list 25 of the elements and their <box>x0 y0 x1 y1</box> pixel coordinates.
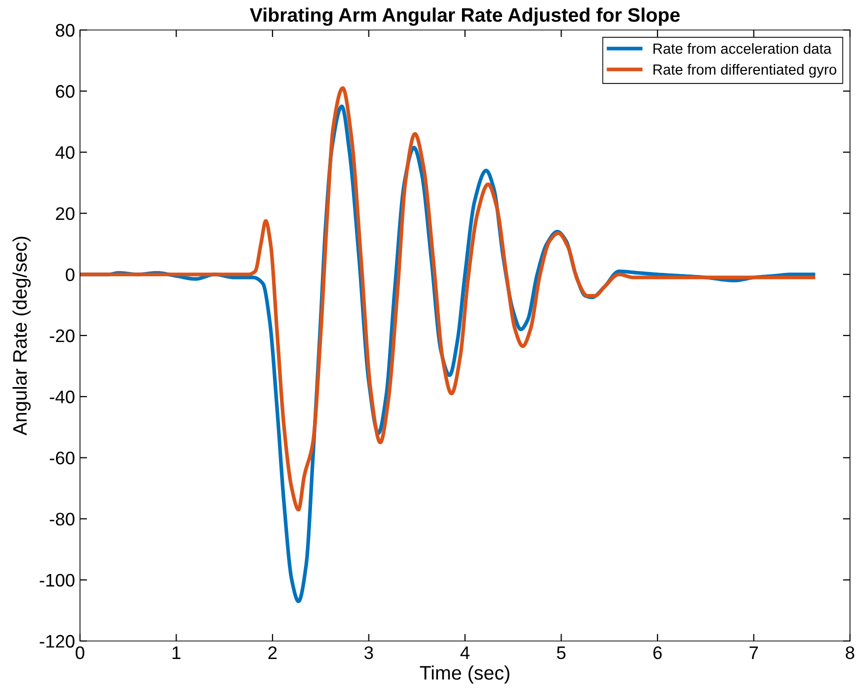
x-tick-label: 3 <box>364 646 373 660</box>
y-tick-label: -80 <box>50 512 74 526</box>
x-tick-label: 4 <box>460 646 470 659</box>
y-tick-label: -120 <box>40 634 74 648</box>
y-tick-label: -40 <box>50 390 74 404</box>
y-tick-label: 60 <box>56 85 74 98</box>
x-tick-label: 1 <box>172 646 180 659</box>
x-tick-label: 0 <box>76 646 84 660</box>
y-tick-label: -20 <box>50 329 74 342</box>
y-tick-label: -60 <box>50 452 74 464</box>
legend-label: Rate from differentiated gyro <box>654 64 836 78</box>
x-tick-label: 6 <box>653 646 662 660</box>
x-axis-title: Time (sec) <box>420 665 510 684</box>
y-tick-label: 80 <box>56 24 74 37</box>
x-tick-label: 2 <box>268 646 277 659</box>
legend-label: Rate from acceleration data <box>654 43 832 54</box>
y-tick-label: 0 <box>66 268 74 282</box>
y-tick-label: 40 <box>55 146 74 159</box>
x-tick-label: 7 <box>750 646 758 659</box>
chart-title: Vibrating Arm Angular Rate Adjusted for Slope <box>250 8 680 26</box>
x-tick-label: 8 <box>846 646 854 660</box>
y-tick-label: -100 <box>40 574 74 587</box>
y-axis-title: Angular Rate (deg/sec) <box>12 236 31 436</box>
x-tick-label: 5 <box>556 646 566 660</box>
y-tick-label: 20 <box>56 207 74 220</box>
